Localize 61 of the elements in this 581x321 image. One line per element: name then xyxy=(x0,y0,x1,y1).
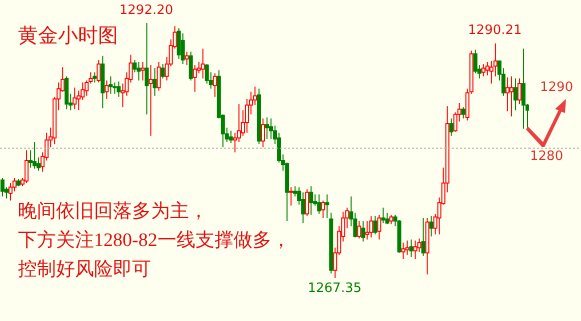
candlestick xyxy=(108,76,113,94)
annotation: 晚间依旧回落多为主， xyxy=(18,200,208,224)
candlestick xyxy=(449,118,454,136)
candlestick xyxy=(513,78,518,111)
candlestick xyxy=(212,72,217,98)
candlestick xyxy=(389,214,394,225)
candlestick xyxy=(260,118,265,148)
candlestick xyxy=(509,76,514,117)
candlestick xyxy=(377,214,382,240)
candlestick xyxy=(305,188,310,216)
candlestick xyxy=(361,220,366,242)
candlestick xyxy=(381,207,386,224)
candlestick xyxy=(309,186,314,216)
candlestick xyxy=(152,68,157,96)
candlestick xyxy=(228,130,233,144)
candlestick xyxy=(96,59,101,84)
candlestick xyxy=(409,239,414,258)
text: 1280 xyxy=(530,149,564,164)
candlestick xyxy=(72,87,77,110)
candlestick xyxy=(401,242,406,260)
candlestick xyxy=(289,186,294,206)
candlestick xyxy=(373,215,378,235)
candlestick xyxy=(0,177,4,197)
candlestick xyxy=(136,61,141,81)
candlestick xyxy=(92,72,97,84)
candlestick xyxy=(321,200,326,218)
text: 1290 xyxy=(540,80,574,95)
candlestick xyxy=(200,48,205,79)
candlestick xyxy=(481,64,486,77)
candlestick xyxy=(317,194,322,214)
candlestick xyxy=(293,186,298,197)
candlestick xyxy=(204,64,209,84)
candlestick xyxy=(184,51,189,66)
annotation: 1267.35 xyxy=(306,281,362,296)
candlestick xyxy=(405,240,410,256)
candlestick xyxy=(24,150,29,184)
candlestick xyxy=(429,215,434,237)
candlestick xyxy=(369,215,374,238)
annotation: 1290.21 xyxy=(467,23,523,38)
candlestick xyxy=(104,80,109,100)
chart-title: 黄金小时图 xyxy=(18,24,118,49)
candlestick xyxy=(413,240,418,260)
candlestick xyxy=(192,64,197,92)
candlestick xyxy=(144,23,149,115)
annotation: 下方关注1280-82一线支撑做多， xyxy=(18,229,290,253)
candlestick xyxy=(188,51,193,81)
candlestick xyxy=(521,48,526,130)
candlestick xyxy=(421,217,426,256)
candlestick xyxy=(265,116,269,140)
candlestick xyxy=(148,64,153,136)
annotation: 1292.20 xyxy=(118,3,174,18)
candlestick xyxy=(357,220,362,239)
candlestick xyxy=(140,61,145,81)
candlestick xyxy=(325,194,330,218)
candlestick xyxy=(160,64,165,79)
candlestick xyxy=(461,106,466,119)
candlestick xyxy=(32,142,37,170)
candlestick xyxy=(156,61,161,92)
candlestick xyxy=(116,80,121,98)
annotation: 控制好风险即可 xyxy=(18,258,151,282)
candlestick xyxy=(517,78,522,105)
